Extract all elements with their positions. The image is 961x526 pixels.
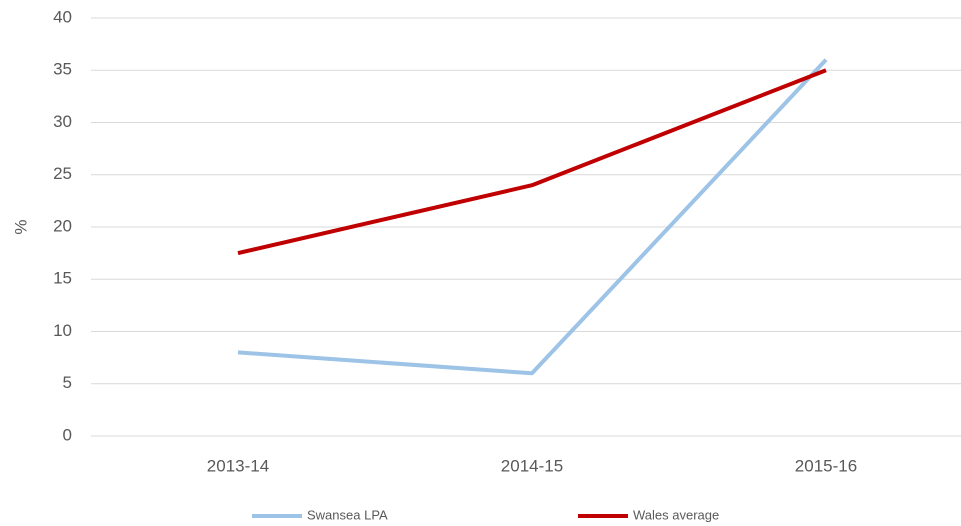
y-tick-label: 15 <box>53 269 72 288</box>
legend-label: Swansea LPA <box>307 507 388 522</box>
y-tick-label: 30 <box>53 112 72 131</box>
legend-label: Wales average <box>633 507 719 522</box>
y-tick-label: 5 <box>63 373 72 392</box>
y-tick-label: 40 <box>53 7 72 26</box>
y-tick-label: 35 <box>53 60 72 79</box>
y-tick-label: 20 <box>53 216 72 235</box>
x-tick-label: 2015-16 <box>795 456 857 475</box>
series-line <box>237 58 828 376</box>
x-tick-label: 2013-14 <box>207 456 269 475</box>
y-tick-label: 10 <box>53 321 72 340</box>
y-tick-label: 25 <box>53 164 72 183</box>
x-tick-label: 2014-15 <box>501 456 563 475</box>
y-tick-label: 0 <box>63 425 72 444</box>
y-axis-label: % <box>11 219 30 234</box>
series-line <box>237 68 827 256</box>
